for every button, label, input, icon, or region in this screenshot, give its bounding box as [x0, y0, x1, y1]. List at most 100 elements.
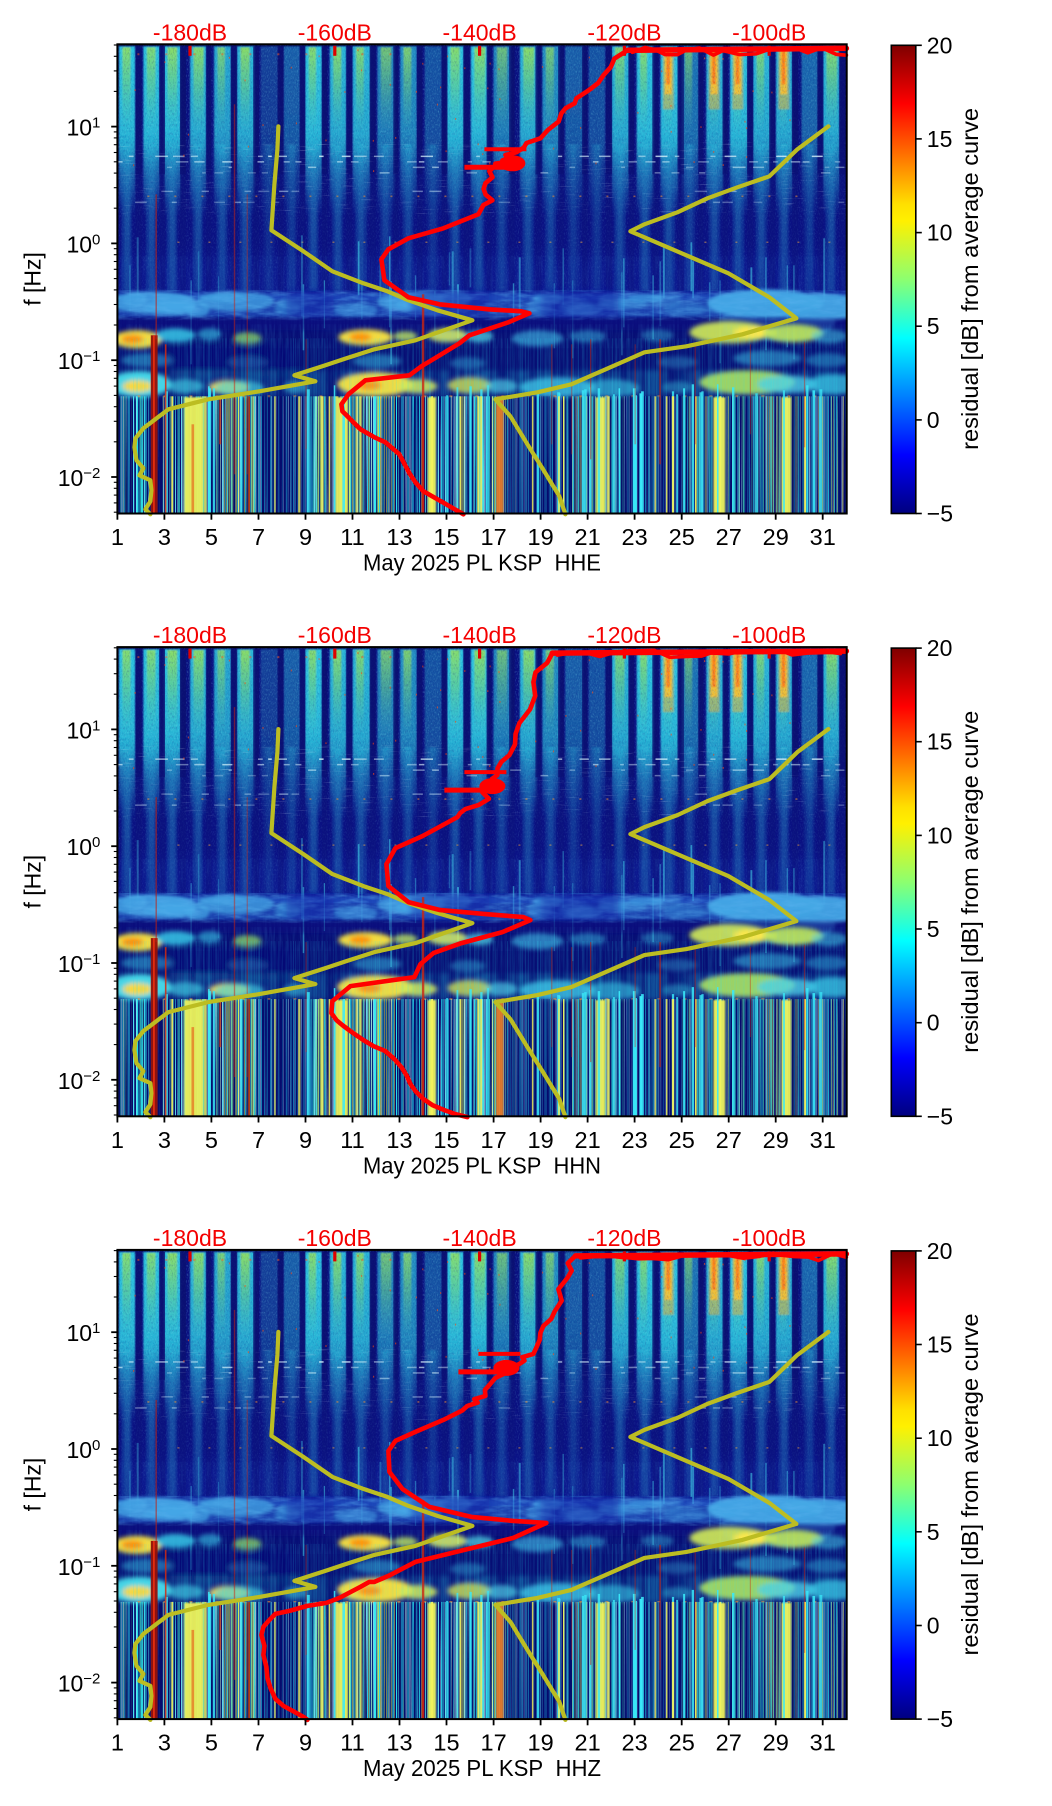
svg-text:7: 7: [252, 524, 265, 550]
svg-text:-160dB: -160dB: [298, 19, 372, 45]
svg-text:5: 5: [927, 313, 940, 339]
svg-text:25: 25: [669, 1730, 695, 1756]
svg-text:May 2025 PL KSP HHN: May 2025 PL KSP HHN: [363, 1152, 601, 1178]
svg-text:-100dB: -100dB: [732, 622, 806, 648]
svg-text:-120dB: -120dB: [587, 1225, 661, 1251]
svg-text:10−2: 10−2: [58, 1068, 101, 1094]
svg-text:23: 23: [622, 1127, 648, 1153]
svg-text:9: 9: [299, 1730, 312, 1756]
svg-text:residual [dB] from average cur: residual [dB] from average curve: [957, 1314, 983, 1656]
svg-text:7: 7: [252, 1127, 265, 1153]
svg-text:-140dB: -140dB: [443, 622, 517, 648]
svg-text:-160dB: -160dB: [298, 1225, 372, 1251]
svg-text:100: 100: [66, 231, 100, 257]
svg-text:f [Hz]: f [Hz]: [20, 252, 46, 306]
svg-text:101: 101: [66, 1320, 100, 1346]
svg-text:21: 21: [575, 524, 601, 550]
svg-text:20: 20: [927, 1238, 953, 1264]
svg-text:31: 31: [810, 524, 836, 550]
svg-text:−5: −5: [927, 501, 953, 527]
svg-text:13: 13: [386, 524, 412, 550]
svg-text:-140dB: -140dB: [443, 1225, 517, 1251]
svg-text:−5: −5: [927, 1103, 953, 1129]
svg-text:15: 15: [433, 1127, 459, 1153]
svg-text:15: 15: [433, 524, 459, 550]
svg-text:27: 27: [716, 524, 742, 550]
svg-text:3: 3: [158, 1127, 171, 1153]
svg-text:10: 10: [927, 220, 953, 246]
svg-text:9: 9: [299, 1127, 312, 1153]
svg-text:10−2: 10−2: [58, 1671, 101, 1697]
svg-text:17: 17: [481, 524, 507, 550]
svg-text:-120dB: -120dB: [587, 622, 661, 648]
svg-text:10−1: 10−1: [58, 1554, 101, 1580]
svg-text:19: 19: [528, 1127, 554, 1153]
svg-text:29: 29: [763, 524, 789, 550]
svg-text:100: 100: [66, 1437, 100, 1463]
svg-text:0: 0: [927, 407, 940, 433]
svg-text:-180dB: -180dB: [153, 1225, 227, 1251]
svg-text:May 2025 PL KSP HHZ: May 2025 PL KSP HHZ: [363, 1755, 601, 1781]
svg-text:27: 27: [716, 1730, 742, 1756]
svg-text:-120dB: -120dB: [587, 19, 661, 45]
svg-text:7: 7: [252, 1730, 265, 1756]
svg-text:15: 15: [433, 1730, 459, 1756]
svg-text:10: 10: [927, 1425, 953, 1451]
svg-text:19: 19: [528, 524, 554, 550]
svg-text:5: 5: [927, 1519, 940, 1545]
svg-text:23: 23: [622, 524, 648, 550]
svg-text:15: 15: [927, 729, 953, 755]
svg-text:5: 5: [205, 1730, 218, 1756]
svg-text:21: 21: [575, 1730, 601, 1756]
svg-text:17: 17: [481, 1730, 507, 1756]
svg-text:9: 9: [299, 524, 312, 550]
svg-text:5: 5: [205, 1127, 218, 1153]
svg-text:29: 29: [763, 1730, 789, 1756]
svg-text:11: 11: [340, 524, 364, 550]
svg-text:residual [dB] from average cur: residual [dB] from average curve: [957, 711, 983, 1053]
svg-text:13: 13: [386, 1730, 412, 1756]
svg-text:25: 25: [669, 1127, 695, 1153]
svg-text:10−1: 10−1: [58, 348, 101, 374]
svg-text:1: 1: [111, 524, 124, 550]
svg-text:27: 27: [716, 1127, 742, 1153]
svg-text:3: 3: [158, 524, 171, 550]
svg-text:21: 21: [575, 1127, 601, 1153]
svg-text:31: 31: [810, 1127, 836, 1153]
svg-text:residual [dB] from average cur: residual [dB] from average curve: [957, 108, 983, 450]
svg-text:10: 10: [927, 822, 953, 848]
svg-text:-160dB: -160dB: [298, 622, 372, 648]
svg-text:31: 31: [810, 1730, 836, 1756]
svg-text:11: 11: [340, 1730, 364, 1756]
svg-text:1: 1: [111, 1127, 124, 1153]
svg-text:100: 100: [66, 834, 100, 860]
svg-text:15: 15: [927, 126, 953, 152]
svg-text:-180dB: -180dB: [153, 19, 227, 45]
svg-text:10−1: 10−1: [58, 951, 101, 977]
svg-text:13: 13: [386, 1127, 412, 1153]
svg-text:-180dB: -180dB: [153, 622, 227, 648]
svg-text:0: 0: [927, 1010, 940, 1036]
svg-text:101: 101: [66, 115, 100, 141]
svg-text:3: 3: [158, 1730, 171, 1756]
svg-text:0: 0: [927, 1613, 940, 1639]
svg-text:-100dB: -100dB: [732, 19, 806, 45]
svg-text:-140dB: -140dB: [443, 19, 517, 45]
svg-text:29: 29: [763, 1127, 789, 1153]
svg-text:−5: −5: [927, 1706, 953, 1732]
svg-text:20: 20: [927, 635, 953, 661]
svg-text:11: 11: [340, 1127, 364, 1153]
svg-text:20: 20: [927, 32, 953, 58]
svg-text:10−2: 10−2: [58, 465, 101, 491]
svg-text:25: 25: [669, 524, 695, 550]
svg-text:101: 101: [66, 717, 100, 743]
svg-text:15: 15: [927, 1332, 953, 1358]
svg-text:5: 5: [205, 524, 218, 550]
svg-text:f [Hz]: f [Hz]: [20, 855, 46, 909]
svg-text:19: 19: [528, 1730, 554, 1756]
svg-text:1: 1: [111, 1730, 124, 1756]
svg-text:-100dB: -100dB: [732, 1225, 806, 1251]
svg-text:17: 17: [481, 1127, 507, 1153]
svg-text:May 2025 PL KSP HHE: May 2025 PL KSP HHE: [363, 550, 601, 576]
svg-text:5: 5: [927, 916, 940, 942]
